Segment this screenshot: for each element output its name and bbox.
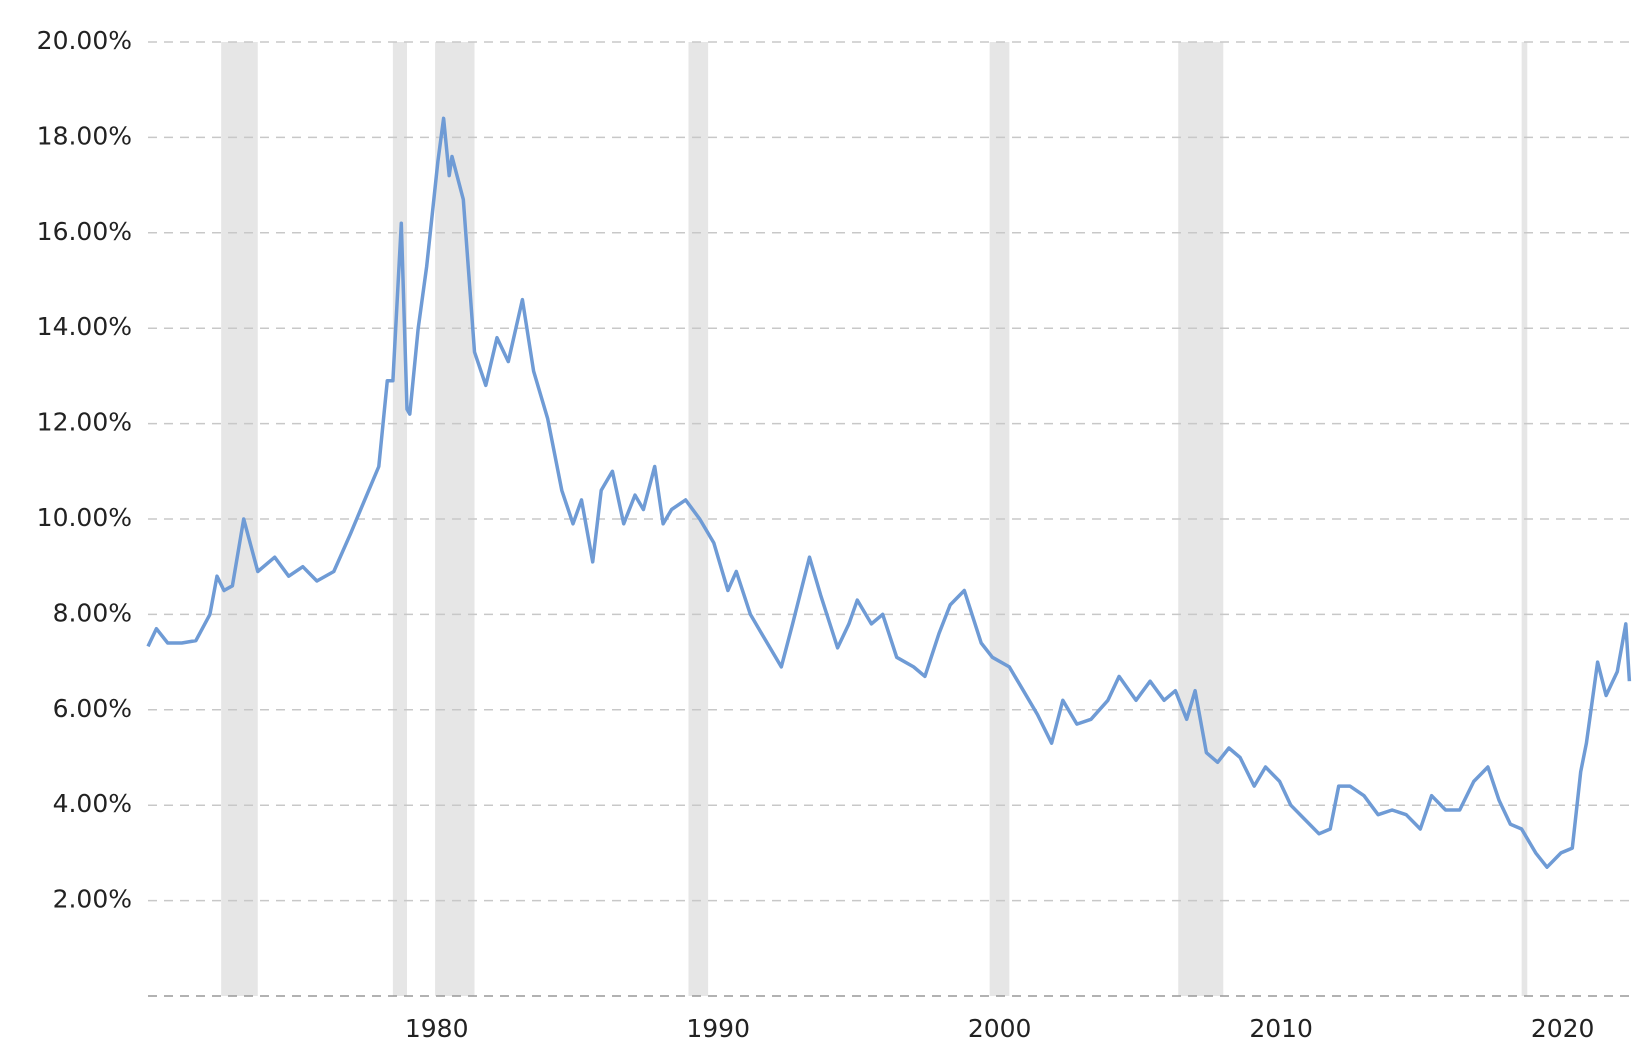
y-tick-label: 10.00%: [37, 503, 132, 532]
x-tick-label: 2020: [1531, 1014, 1595, 1043]
rate-line: [146, 116, 1632, 869]
x-tick-label: 2000: [968, 1014, 1032, 1043]
x-tick-label: 1980: [405, 1014, 469, 1043]
x-tick-label: 1990: [686, 1014, 750, 1043]
y-tick-label: 4.00%: [53, 789, 132, 818]
y-tick-label: 6.00%: [53, 694, 132, 723]
y-tick-label: 2.00%: [53, 885, 132, 914]
x-tick-label: 2010: [1249, 1014, 1313, 1043]
y-tick-label: 14.00%: [37, 312, 132, 341]
y-tick-label: 8.00%: [53, 598, 132, 627]
y-tick-label: 16.00%: [37, 217, 132, 246]
y-tick-label: 18.00%: [37, 121, 132, 150]
y-tick-label: 20.00%: [37, 26, 132, 55]
y-tick-label: 12.00%: [37, 408, 132, 437]
recession-band: [1178, 42, 1224, 996]
